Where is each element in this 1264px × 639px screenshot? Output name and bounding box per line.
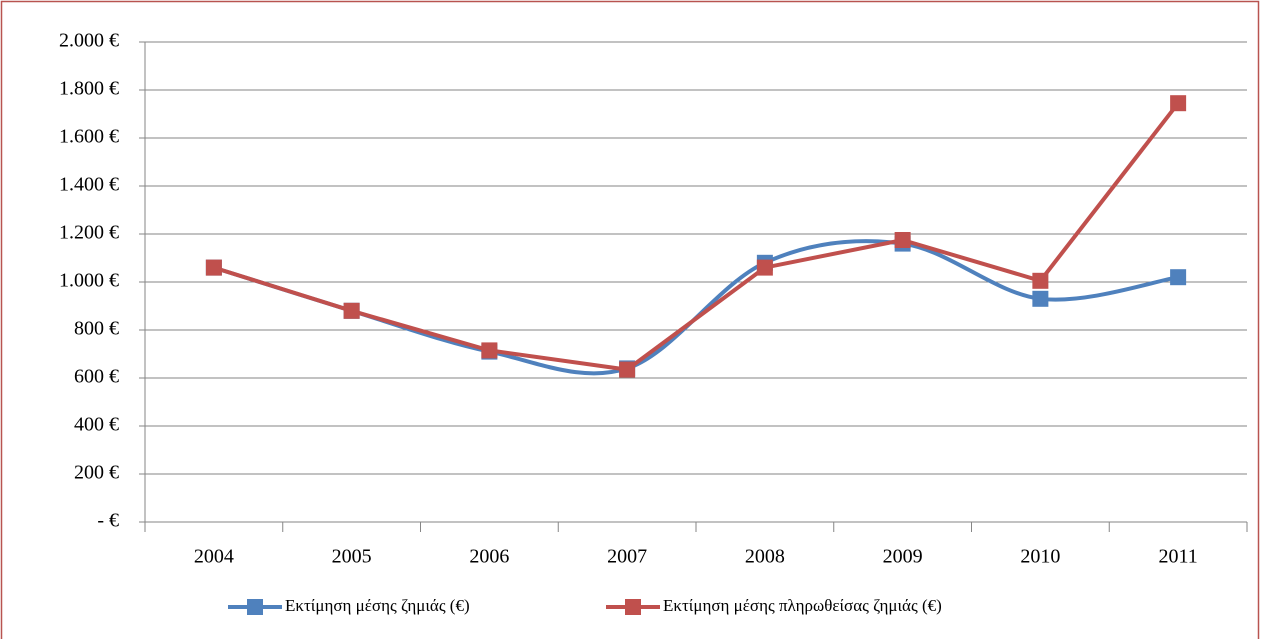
x-tick-label: 2006 bbox=[469, 546, 509, 568]
y-tick-label: 600 € bbox=[74, 366, 119, 388]
y-tick-label: - € bbox=[97, 510, 119, 532]
legend-label: Εκτίμηση μέσης πληρωθείσας ζημιάς (€) bbox=[663, 596, 942, 615]
x-tick-label: 2009 bbox=[883, 546, 923, 568]
y-tick-label: 800 € bbox=[74, 318, 119, 340]
y-tick-label: 2.000 € bbox=[59, 30, 119, 52]
y-tick-label: 1.400 € bbox=[59, 174, 119, 196]
x-tick-label: 2011 bbox=[1158, 546, 1197, 568]
legend: Εκτίμηση μέσης ζημιάς (€) Εκτίμηση μέσης … bbox=[228, 596, 942, 615]
x-tick-label: 2007 bbox=[607, 546, 647, 568]
x-tick-label: 2005 bbox=[332, 546, 372, 568]
y-tick-label: 1.800 € bbox=[59, 78, 119, 100]
marker bbox=[1170, 95, 1187, 112]
legend-label: Εκτίμηση μέσης ζημιάς (€) bbox=[285, 596, 470, 615]
x-tick-label: 2004 bbox=[194, 546, 234, 568]
marker bbox=[756, 259, 773, 276]
x-tick-label: 2008 bbox=[745, 546, 785, 568]
marker bbox=[894, 232, 911, 248]
y-tick-label: 200 € bbox=[74, 462, 119, 484]
marker bbox=[1170, 269, 1187, 286]
y-tick-label: 1.200 € bbox=[59, 222, 119, 244]
legend-marker bbox=[247, 599, 263, 615]
y-tick-label: 400 € bbox=[74, 414, 119, 436]
x-tick-label: 2010 bbox=[1020, 546, 1060, 568]
series-line bbox=[213, 101, 1180, 372]
marker bbox=[343, 302, 360, 319]
marker bbox=[205, 259, 222, 276]
marker bbox=[481, 342, 498, 359]
marker bbox=[1032, 290, 1049, 307]
legend-marker bbox=[625, 599, 641, 615]
y-tick-label: 1.000 € bbox=[59, 270, 119, 292]
y-tick-label: 1.600 € bbox=[59, 126, 119, 148]
marker bbox=[619, 361, 636, 378]
marker bbox=[1032, 272, 1049, 289]
